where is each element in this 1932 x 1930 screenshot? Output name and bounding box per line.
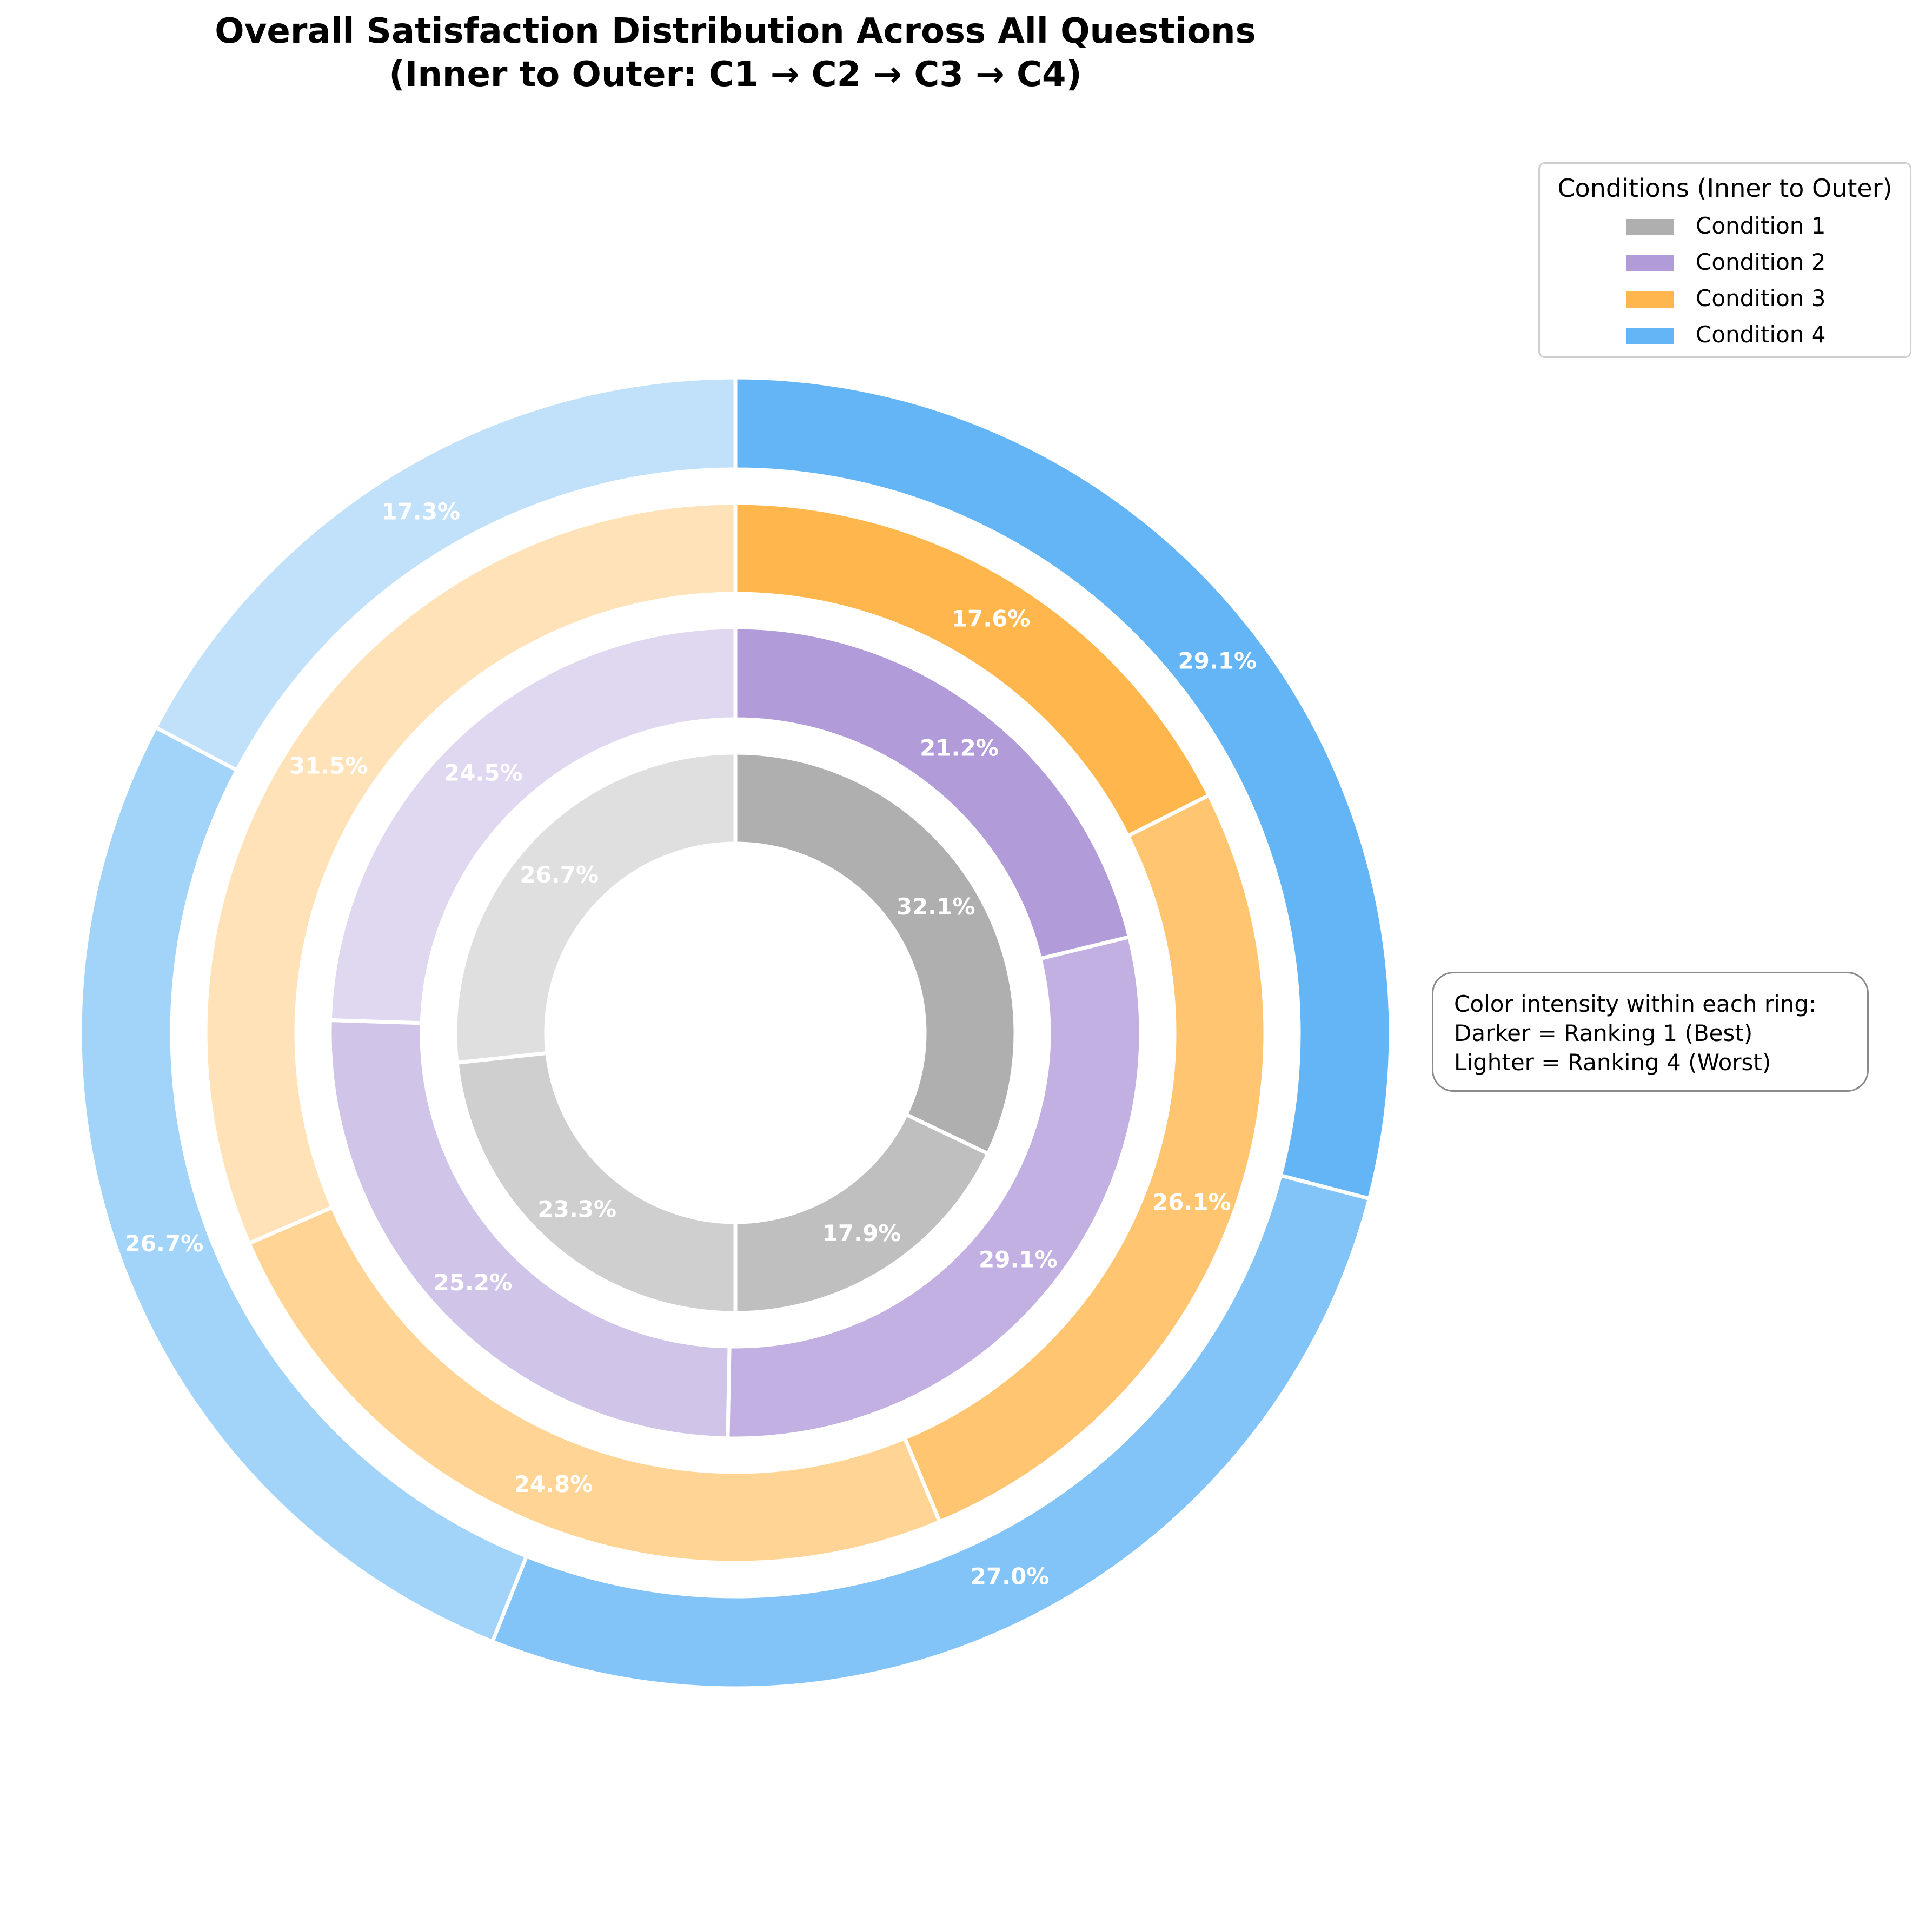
ring-1-label-1: 32.1% [897,893,975,920]
ring-4-label-1: 29.1% [1178,647,1257,674]
note-line-2: Darker = Ranking 1 (Best) [1454,1020,1753,1046]
ring-1-segment-3 [455,1051,738,1315]
note-line-1: Color intensity within each ring: [1454,991,1817,1017]
ring-1-label-2: 17.9% [822,1220,901,1246]
chart-title: Overall Satisfaction Distribution Across… [0,10,1471,96]
ring-1-segment-1 [733,751,1018,1157]
ring-1-segment-2 [733,1112,991,1315]
ring-2-label-4: 24.5% [444,759,523,786]
legend-label-condition-3: Condition 3 [1696,285,1826,311]
ring-3-label-3: 24.8% [514,1471,593,1497]
chart-title-line-2: (Inner to Outer: C1 → C2 → C3 → C4) [389,55,1082,95]
donut-rings: 32.1% 17.9% 23.3% 26.7% 21.2% 29.1% 25.2% 24.5%… [78,375,1393,1690]
ring-2-label-1: 21.2% [920,735,999,761]
legend-label-condition-2: Condition 2 [1696,249,1826,275]
legend: Conditions (Inner to Outer) Condition 1 … [1538,162,1911,358]
ring-4-segment-4 [152,375,738,773]
ring-3-segment-3 [246,1204,942,1565]
ring-4-segment-2 [490,1173,1372,1690]
ring-2-label-2: 29.1% [979,1246,1058,1272]
ring-3-label-4: 31.5% [289,752,368,779]
legend-label-condition-4: Condition 4 [1696,321,1826,348]
ring-1-segment-4 [453,751,738,1065]
ring-1-label-4: 26.7% [520,861,599,888]
legend-swatch-condition-4 [1626,328,1674,344]
ring-2-segment-4 [328,625,738,1025]
legend-swatch-condition-1 [1626,219,1674,235]
ring-4-label-2: 27.0% [971,1563,1050,1590]
chart-title-line-1: Overall Satisfaction Distribution Across… [215,11,1256,51]
ring-2-segment-3 [328,1018,732,1441]
ring-2-label-3: 25.2% [434,1269,513,1296]
color-intensity-note: Color intensity within each ring: Darker… [1432,972,1869,1092]
ring-4-label-4: 17.3% [381,498,460,525]
legend-label-condition-1: Condition 1 [1696,213,1826,239]
ring-3-segment-4 [203,501,738,1246]
ring-2-segment-1 [733,625,1132,961]
ring-3-label-1: 17.6% [952,606,1031,632]
ring-1-label-3: 23.3% [537,1196,616,1222]
ring-3-label-2: 26.1% [1152,1189,1231,1215]
note-line-3: Lighter = Ranking 4 (Worst) [1454,1049,1771,1076]
ring-4-label-3: 26.7% [125,1230,204,1257]
ring-2-segment-2 [726,934,1143,1441]
legend-swatch-condition-2 [1626,255,1674,271]
ring-4-segment-1 [733,375,1393,1201]
legend-swatch-condition-3 [1626,291,1674,308]
ring-4-segment-3 [78,725,529,1644]
ring-3-segment-2 [902,792,1267,1524]
legend-title: Conditions (Inner to Outer) [1557,174,1893,203]
